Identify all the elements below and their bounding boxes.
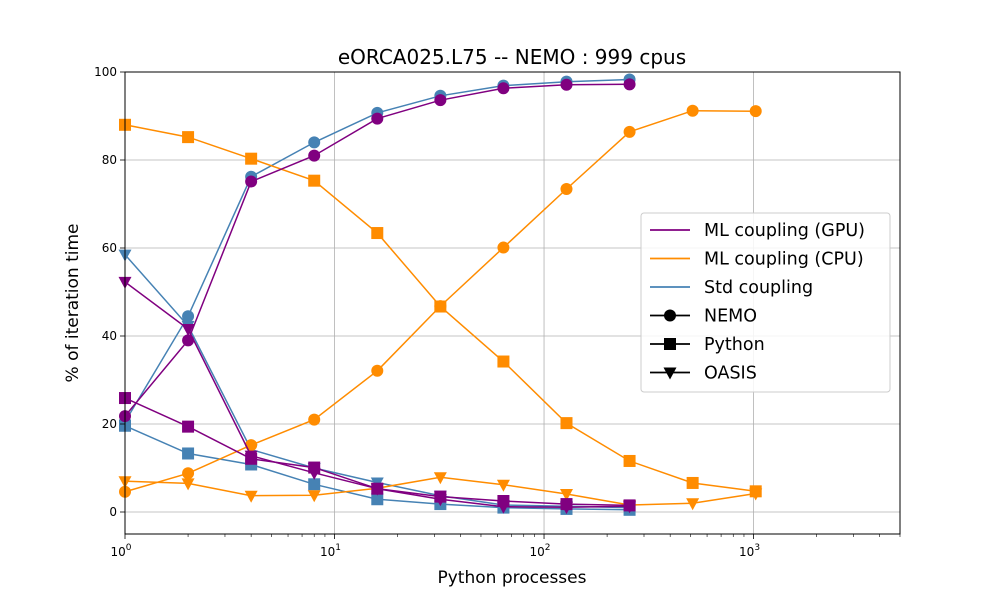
data-point-ml-coupling-gpu-oasis	[623, 501, 637, 514]
data-point-ml-coupling-cpu-oasis	[181, 478, 195, 491]
data-point-ml-coupling-cpu-nemo	[497, 241, 510, 254]
series-ml-coupling-gpu-nemo	[119, 78, 636, 423]
data-point-ml-coupling-cpu-nemo	[371, 364, 384, 377]
data-point-ml-coupling-gpu-nemo	[371, 112, 384, 125]
data-point-ml-coupling-cpu-oasis	[244, 490, 258, 503]
legend-label: OASIS	[704, 364, 757, 384]
data-point-std-coupling-nemo	[182, 310, 195, 323]
plot-frame	[124, 71, 901, 535]
data-point-ml-coupling-gpu-oasis	[181, 323, 195, 336]
data-point-ml-coupling-cpu-nemo	[182, 467, 195, 480]
y-axis-title: % of iteration time	[63, 224, 83, 383]
data-point-ml-coupling-cpu-oasis	[559, 488, 573, 501]
x-tick-label: 102	[530, 543, 551, 559]
data-point-ml-coupling-cpu-python	[497, 355, 510, 368]
data-point-ml-coupling-cpu-oasis	[433, 472, 447, 485]
data-point-ml-coupling-gpu-nemo	[245, 175, 258, 188]
data-point-ml-coupling-gpu-nemo	[497, 82, 510, 95]
y-tick-label: 20	[102, 417, 117, 431]
data-point-ml-coupling-gpu-oasis	[307, 467, 321, 480]
x-tick-label: 100	[110, 543, 131, 559]
legend-label: NEMO	[704, 307, 757, 327]
legend-label: ML coupling (CPU)	[704, 250, 864, 270]
legend-box	[640, 212, 891, 393]
y-tick-label: 40	[102, 329, 117, 343]
data-point-ml-coupling-gpu-oasis	[370, 483, 384, 496]
data-point-ml-coupling-cpu-python	[245, 152, 258, 165]
x-tick-label: 103	[739, 543, 760, 559]
x-axis-title: Python processes	[438, 568, 587, 588]
data-point-std-coupling-python	[182, 447, 195, 460]
data-point-ml-coupling-gpu-oasis	[433, 494, 447, 507]
data-point-ml-coupling-gpu-nemo	[560, 78, 573, 91]
legend-marker-circle	[664, 309, 676, 322]
y-tick-label: 0	[109, 505, 117, 519]
data-point-ml-coupling-cpu-oasis	[749, 488, 763, 501]
data-point-ml-coupling-cpu-python	[623, 454, 636, 467]
data-point-ml-coupling-cpu-nemo	[686, 104, 699, 117]
plot-area	[118, 73, 763, 516]
data-point-ml-coupling-cpu-nemo	[623, 125, 636, 138]
data-point-ml-coupling-gpu-oasis	[559, 502, 573, 515]
chart-title: eORCA025.L75 -- NEMO : 999 cpus	[338, 45, 686, 69]
x-tick-label: 101	[320, 543, 341, 559]
data-point-std-coupling-python	[308, 478, 321, 491]
data-point-ml-coupling-cpu-python	[434, 300, 447, 313]
axis-ticks: 0 20 40 60 80 100 100 101 102 103	[94, 65, 901, 559]
data-point-ml-coupling-gpu-nemo	[434, 94, 447, 107]
legend-label: Python	[704, 335, 765, 355]
data-point-ml-coupling-cpu-nemo	[560, 183, 573, 196]
series-ml-coupling-gpu-oasis	[118, 276, 637, 515]
data-point-ml-coupling-cpu-python	[182, 131, 195, 144]
legend-label: Std coupling	[704, 278, 813, 298]
data-point-ml-coupling-cpu-python	[371, 227, 384, 240]
data-point-ml-coupling-cpu-nemo	[749, 105, 762, 118]
data-point-std-coupling-python	[371, 493, 384, 506]
data-point-ml-coupling-cpu-python	[686, 476, 699, 489]
legend: ML coupling (GPU) ML coupling (CPU) Std co…	[640, 212, 891, 393]
legend-marker-triangle-down	[663, 367, 677, 380]
data-point-ml-coupling-cpu-python	[308, 174, 321, 187]
data-point-ml-coupling-cpu-python	[560, 417, 573, 430]
data-point-ml-coupling-cpu-oasis	[307, 490, 321, 503]
data-point-ml-coupling-gpu-python	[182, 420, 195, 433]
data-point-ml-coupling-cpu-oasis	[496, 479, 510, 492]
y-tick-label: 60	[102, 241, 117, 255]
data-point-ml-coupling-gpu-oasis	[244, 450, 258, 463]
y-tick-label: 100	[94, 65, 117, 79]
y-tick-label: 80	[102, 153, 117, 167]
legend-marker-square	[664, 338, 676, 350]
legend-label: ML coupling (GPU)	[704, 221, 865, 241]
data-point-ml-coupling-cpu-nemo	[245, 439, 258, 452]
data-point-ml-coupling-gpu-nemo	[308, 149, 321, 162]
data-point-ml-coupling-gpu-nemo	[182, 334, 195, 347]
data-point-std-coupling-nemo	[308, 136, 321, 149]
data-point-ml-coupling-gpu-nemo	[623, 78, 636, 91]
data-point-ml-coupling-gpu-oasis	[496, 501, 510, 514]
data-point-ml-coupling-cpu-oasis	[686, 498, 700, 511]
data-point-ml-coupling-cpu-nemo	[308, 413, 321, 426]
